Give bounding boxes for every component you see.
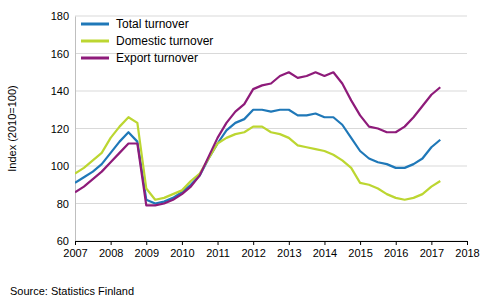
y-axis-line [75, 17, 76, 242]
x-tick-mark [467, 241, 468, 245]
x-tick: 2008 [99, 241, 123, 259]
grid [75, 16, 467, 241]
legend-label: Export turnover [116, 51, 198, 65]
grid-line [75, 91, 467, 92]
x-tick: 2009 [135, 241, 159, 259]
x-tick-mark [111, 241, 112, 245]
x-tick-label: 2008 [99, 247, 123, 259]
legend-label: Total turnover [116, 17, 189, 31]
x-tick-label: 2009 [135, 247, 159, 259]
x-tick-mark [253, 241, 254, 245]
y-tick: 80 [57, 198, 75, 210]
y-tick-label: 80 [57, 198, 69, 210]
series-line [75, 117, 440, 200]
x-tick: 2016 [384, 241, 408, 259]
y-tick-label: 180 [51, 10, 69, 22]
x-tick: 2010 [170, 241, 194, 259]
chart: 6080100120140160180200720082009201020112… [0, 0, 493, 304]
x-axis-line [76, 242, 468, 246]
series-line [75, 72, 440, 205]
legend-swatch [81, 23, 109, 26]
x-tick-mark [75, 241, 76, 245]
y-tick-label: 120 [51, 123, 69, 135]
y-tick-label: 160 [51, 48, 69, 60]
x-tick-label: 2017 [420, 247, 444, 259]
x-tick: 2015 [348, 241, 372, 259]
x-tick-label: 2018 [455, 247, 479, 259]
legend-label: Domestic turnover [116, 34, 213, 48]
x-tick-mark [431, 241, 432, 245]
y-tick-label: 60 [57, 235, 69, 247]
x-tick: 2013 [277, 241, 301, 259]
y-tick: 160 [51, 48, 75, 60]
source-note: Source: Statistics Finland [10, 285, 134, 297]
y-tick: 100 [51, 160, 75, 172]
x-tick-label: 2012 [241, 247, 265, 259]
x-tick-mark [396, 241, 397, 245]
x-tick-label: 2016 [384, 247, 408, 259]
x-tick-mark [218, 241, 219, 245]
grid-line [75, 128, 467, 129]
legend-swatch [81, 40, 109, 43]
y-axis-title: Index (2010=100) [6, 85, 18, 172]
x-tick-mark [146, 241, 147, 245]
series-line [75, 110, 440, 204]
y-tick-label: 100 [51, 160, 69, 172]
x-tick-label: 2014 [313, 247, 337, 259]
x-tick: 2011 [206, 241, 230, 259]
x-tick: 2014 [313, 241, 337, 259]
x-tick-label: 2007 [63, 247, 87, 259]
grid-line [75, 203, 467, 204]
x-tick: 2017 [420, 241, 444, 259]
x-tick: 2018 [455, 241, 479, 259]
x-tick: 2012 [241, 241, 265, 259]
x-tick-label: 2013 [277, 247, 301, 259]
y-tick: 120 [51, 123, 75, 135]
x-tick-label: 2010 [170, 247, 194, 259]
y-axis: 60 80 100 120 140 160 180 [51, 10, 76, 247]
x-axis: 2007 2008 2009 2010 2011 2012 2013 2014 2015 2016… [63, 241, 479, 259]
x-tick: 2007 [63, 241, 87, 259]
x-tick-label: 2015 [348, 247, 372, 259]
y-tick: 60 [57, 235, 75, 247]
y-tick: 180 [51, 10, 75, 22]
plot-area [75, 72, 440, 205]
x-tick-label: 2011 [206, 247, 230, 259]
x-tick-mark [324, 241, 325, 245]
y-tick: 140 [51, 85, 75, 97]
x-tick-mark [182, 241, 183, 245]
legend-swatch [81, 57, 109, 60]
x-tick-mark [360, 241, 361, 245]
legend: Total turnover Domestic turnover Export tu… [81, 17, 213, 65]
y-tick-label: 140 [51, 85, 69, 97]
x-tick-mark [289, 241, 290, 245]
